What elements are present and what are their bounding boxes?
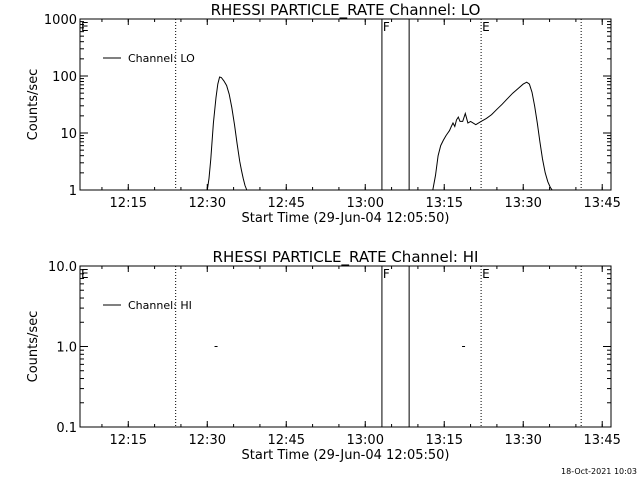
x-tick-label: 13:00 bbox=[347, 433, 384, 448]
legend-label: Channel: LO bbox=[128, 52, 195, 65]
x-tick-label: 12:15 bbox=[110, 196, 147, 211]
x-tick-label: 13:15 bbox=[426, 196, 463, 211]
series-line bbox=[206, 76, 248, 191]
x-tick-label: 12:30 bbox=[189, 433, 226, 448]
plot-frame bbox=[79, 18, 612, 191]
panel-hi: RHESSI PARTICLE_RATE Channel: HI 12:15 12:… bbox=[26, 248, 621, 463]
x-tick-label: 12:30 bbox=[189, 196, 226, 211]
y-tick-label: 1000 bbox=[44, 13, 77, 28]
y-tick-label: 10 bbox=[60, 127, 77, 142]
chart-title: RHESSI PARTICLE_RATE Channel: LO bbox=[211, 1, 481, 20]
x-tick-label: 13:00 bbox=[347, 196, 384, 211]
corner-label: E bbox=[81, 267, 89, 281]
legend-label: Channel: HI bbox=[128, 299, 192, 312]
panel-lo: RHESSI PARTICLE_RATE Channel: LO 12:15 12:… bbox=[26, 1, 621, 226]
footer-timestamp: 18-Oct-2021 10:03 bbox=[561, 467, 637, 476]
y-tick-label: 0.1 bbox=[56, 421, 77, 436]
y-tick-label: 1.0 bbox=[56, 341, 77, 356]
plot-frame bbox=[79, 265, 612, 428]
event-marker-label: F bbox=[383, 267, 390, 281]
chart-title: RHESSI PARTICLE_RATE Channel: HI bbox=[213, 248, 479, 267]
x-tick-label: 13:30 bbox=[504, 196, 541, 211]
x-tick-label: 13:15 bbox=[426, 433, 463, 448]
y-tick-label: 1 bbox=[69, 184, 77, 199]
event-marker-label: E bbox=[482, 267, 490, 281]
x-tick-label: 13:45 bbox=[583, 433, 620, 448]
event-marker-label: F bbox=[383, 20, 390, 34]
x-axis-label: Start Time (29-Jun-04 12:05:50) bbox=[242, 448, 450, 463]
y-axis-label: Counts/sec bbox=[26, 311, 41, 383]
series-line bbox=[432, 81, 553, 191]
x-tick-label: 12:45 bbox=[268, 433, 305, 448]
x-tick-label: 13:45 bbox=[583, 196, 620, 211]
x-tick-label: 13:30 bbox=[504, 433, 541, 448]
event-marker-label: E bbox=[482, 20, 490, 34]
y-axis-label: Counts/sec bbox=[26, 69, 41, 141]
x-axis-label: Start Time (29-Jun-04 12:05:50) bbox=[242, 211, 450, 226]
y-tick-label: 10.0 bbox=[48, 260, 77, 275]
y-tick-label: 100 bbox=[52, 70, 77, 85]
x-tick-label: 12:15 bbox=[110, 433, 147, 448]
corner-label: E bbox=[81, 20, 89, 34]
x-tick-label: 12:45 bbox=[268, 196, 305, 211]
